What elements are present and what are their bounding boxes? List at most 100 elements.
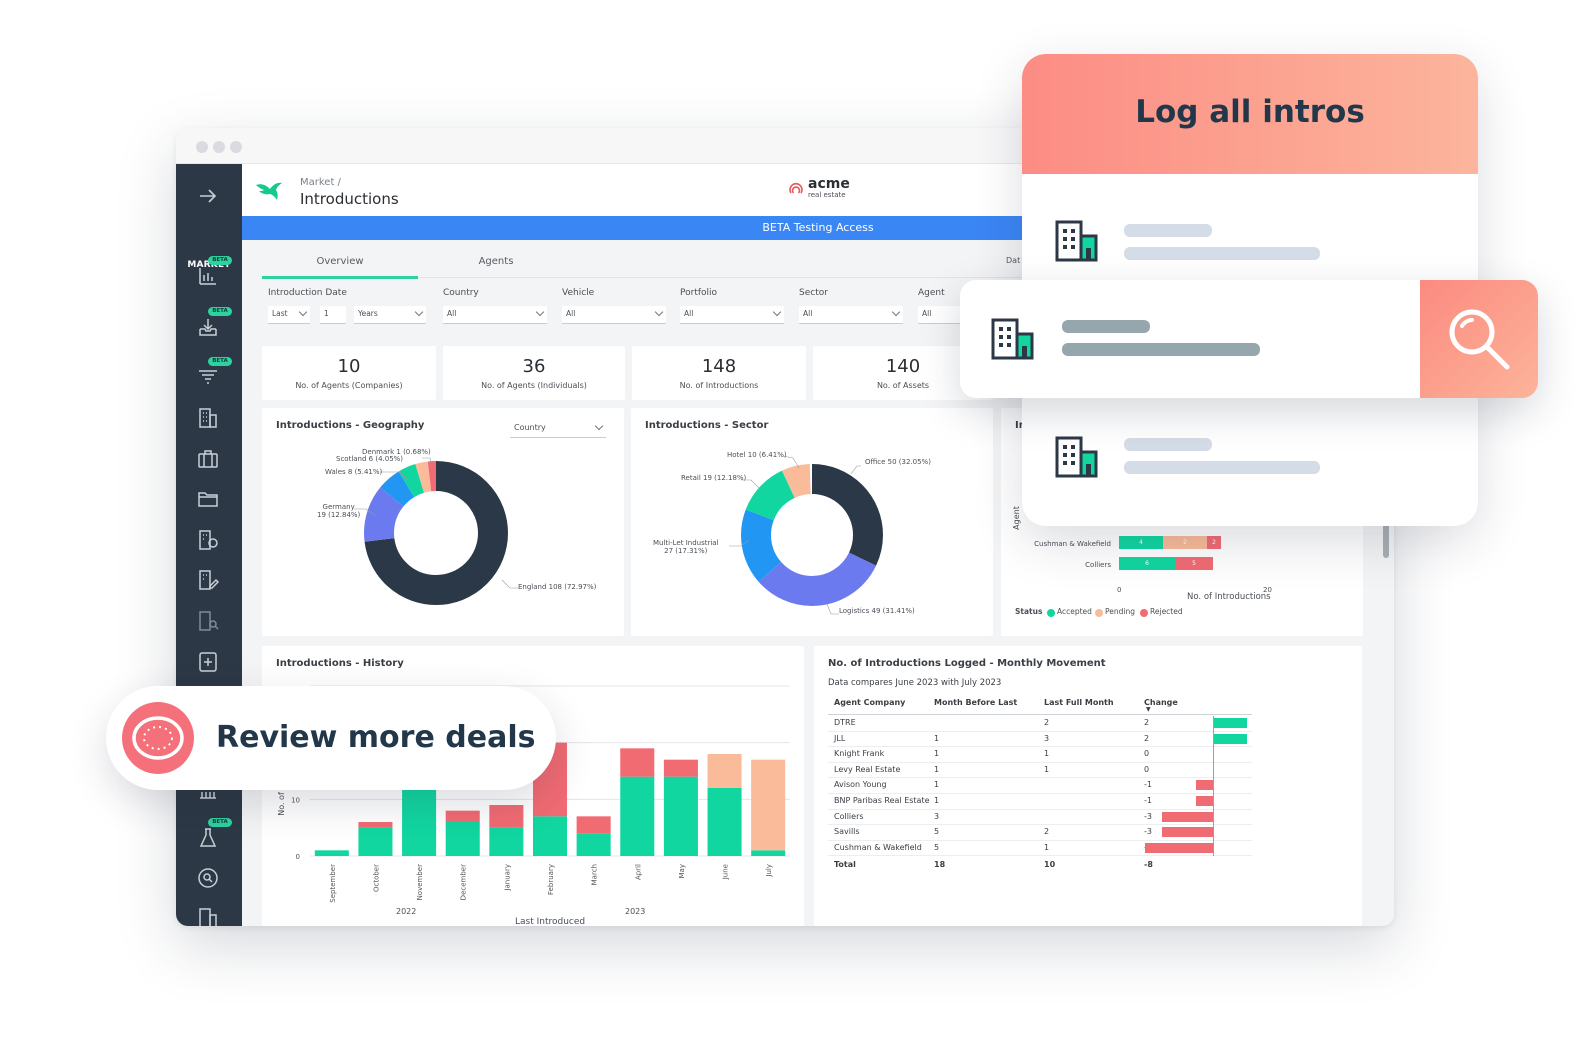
country-select[interactable]: All (443, 306, 547, 324)
history-bar-segment[interactable] (358, 822, 393, 828)
portfolio-select[interactable]: All (680, 306, 784, 324)
table-header-cell: Last Full Month (1044, 698, 1114, 707)
search-result-card[interactable] (960, 280, 1538, 398)
table-cell-before: 5 (934, 827, 940, 837)
history-bar-segment[interactable] (663, 776, 698, 856)
table-row[interactable] (828, 778, 1252, 794)
sector-select[interactable]: All (799, 306, 903, 324)
status-bar-rejected[interactable]: 2 (1207, 536, 1221, 549)
history-bar-segment[interactable] (358, 827, 393, 856)
date-unit-select[interactable]: Years (354, 306, 426, 324)
donut-label-hotel: Hotel 10 (6.41%) (727, 451, 787, 459)
breadcrumb[interactable]: Market / (300, 177, 341, 188)
status-bar-accepted[interactable]: 6 (1119, 557, 1175, 570)
monthly-title: No. of Introductions Logged - Monthly Mo… (828, 658, 1106, 669)
folder-icon[interactable] (196, 487, 220, 511)
history-bar-segment[interactable] (402, 788, 437, 856)
date-count-input[interactable]: 1 (320, 306, 346, 324)
history-bar-segment[interactable] (445, 822, 480, 856)
table-cell-before: 1 (934, 733, 940, 743)
funnel-icon[interactable] (196, 365, 220, 389)
kpi-value: 36 (522, 356, 546, 377)
tab-overview[interactable]: Overview (316, 256, 364, 267)
kpi-label: No. of Assets (876, 381, 930, 390)
tab-data[interactable]: Dat (1006, 256, 1021, 265)
donut-slice-denmark[interactable] (364, 461, 508, 605)
table-cell-change: 0 (1144, 749, 1150, 759)
date-range-select[interactable]: Last (268, 306, 310, 324)
history-bar-segment[interactable] (489, 805, 524, 828)
building-icon[interactable] (196, 406, 220, 430)
building-search-icon[interactable] (196, 609, 220, 633)
history-bar-segment[interactable] (707, 788, 742, 856)
search-circle-icon[interactable] (196, 866, 220, 890)
history-bar-segment[interactable] (489, 827, 524, 856)
history-bar-segment[interactable] (751, 759, 786, 851)
table-cell-before: 1 (934, 780, 940, 790)
history-bar-segment[interactable] (620, 776, 655, 856)
geography-dimension-select[interactable]: Country (510, 420, 606, 438)
bar-chart-icon[interactable] (196, 264, 220, 288)
filter-label-vehicle: Vehicle (562, 288, 595, 298)
building-money-icon[interactable] (196, 528, 220, 552)
x-tick-label: October (372, 864, 380, 892)
status-bar-pending[interactable]: 2 (1163, 536, 1207, 549)
history-bar-segment[interactable] (620, 748, 655, 777)
donut-slice-office[interactable] (741, 464, 883, 606)
table-cell-company: Cushman & Wakefield (834, 842, 922, 852)
status-bar-rejected[interactable]: 5 (1175, 557, 1213, 570)
search-button[interactable] (1420, 280, 1538, 398)
history-bar-segment[interactable] (576, 816, 611, 834)
sort-arrow-icon[interactable]: ▼ (1146, 706, 1151, 713)
donut-slice-logistics[interactable] (741, 464, 883, 606)
briefcase-icon[interactable] (196, 447, 220, 471)
table-row[interactable] (828, 763, 1252, 779)
status-axis-min: 0 (1117, 586, 1122, 594)
scrollbar[interactable] (1383, 518, 1389, 558)
kpi-card: 148 No. of Introductions (632, 346, 806, 400)
building-edit-icon[interactable] (196, 568, 220, 592)
donut-label-scotland: Scotland 6 (4.05%) (336, 455, 404, 463)
history-bar-segment[interactable] (751, 850, 786, 856)
table-cell-change: -3 (1144, 811, 1152, 821)
table-row[interactable] (828, 825, 1252, 841)
table-row[interactable] (828, 810, 1252, 826)
donut-label-industrial: Multi-Let Industrial 27 (17.31%) (653, 539, 719, 555)
history-bar-segment[interactable] (314, 850, 349, 856)
table-row[interactable] (828, 732, 1252, 748)
window-dot[interactable] (196, 141, 208, 153)
status-bar-accepted[interactable]: 4 (1119, 536, 1163, 549)
tab-agents[interactable]: Agents (478, 256, 514, 267)
legend-label-accepted: Accepted (1057, 607, 1092, 616)
history-bar-segment[interactable] (663, 759, 698, 777)
bar-value: 5 (1192, 560, 1196, 567)
review-deals-pill[interactable]: Review more deals (106, 686, 556, 790)
history-bar-segment[interactable] (707, 754, 742, 788)
table-row[interactable] (828, 716, 1252, 732)
add-document-icon[interactable] (196, 650, 220, 674)
table-row[interactable] (828, 841, 1252, 857)
filter-label-portfolio: Portfolio (680, 288, 718, 298)
x-tick-label: July (765, 864, 773, 878)
vehicle-select[interactable]: All (562, 306, 666, 324)
skeleton-line (1124, 247, 1320, 260)
donut-slice-germany[interactable] (364, 461, 508, 605)
arrow-right-icon[interactable] (196, 184, 220, 208)
table-cell-before: 1 (934, 796, 940, 805)
flask-icon[interactable] (196, 826, 220, 850)
table-cell-change: 2 (1144, 733, 1150, 743)
history-bar-segment[interactable] (445, 810, 480, 822)
grid-icon[interactable] (196, 778, 220, 802)
table-total-label: Total (834, 860, 856, 870)
window-dot[interactable] (230, 141, 242, 153)
building-icon[interactable] (196, 906, 220, 926)
history-bar-segment[interactable] (576, 833, 611, 856)
donut-slice-industrial[interactable] (741, 464, 883, 606)
inbox-download-icon[interactable] (196, 315, 220, 339)
table-row[interactable] (828, 794, 1252, 810)
kangaroo-logo-icon[interactable] (254, 177, 288, 201)
window-dot[interactable] (213, 141, 225, 153)
history-bar-segment[interactable] (532, 816, 568, 856)
table-row[interactable] (828, 747, 1252, 763)
